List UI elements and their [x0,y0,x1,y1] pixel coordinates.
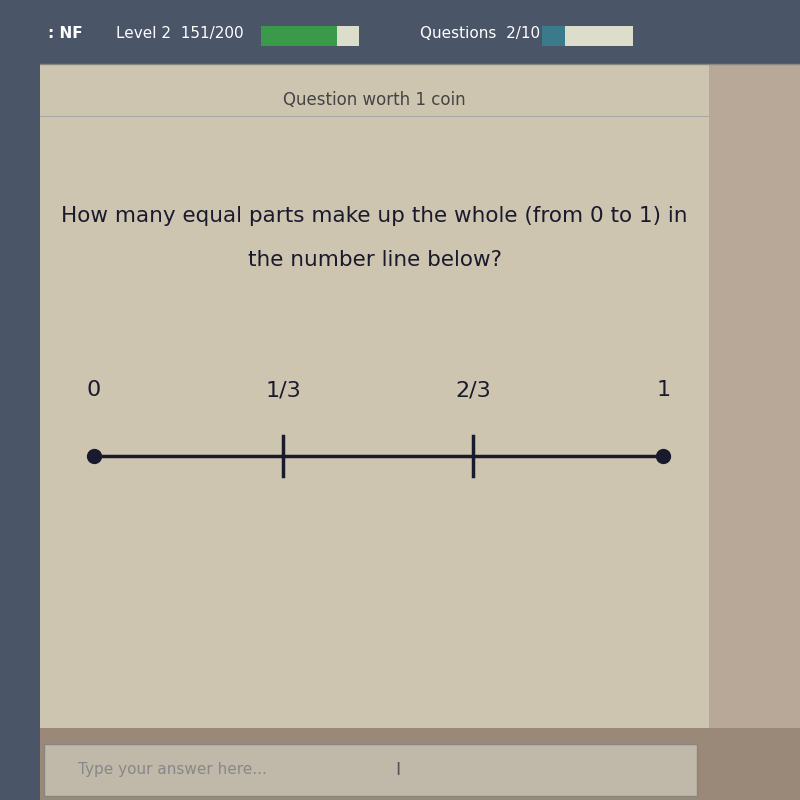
Text: Questions  2/10: Questions 2/10 [420,26,540,41]
FancyBboxPatch shape [565,26,633,46]
Text: 1/3: 1/3 [266,380,302,400]
Text: Question worth 1 coin: Question worth 1 coin [283,91,466,109]
Text: 2/3: 2/3 [455,380,491,400]
Text: Type your answer here...: Type your answer here... [78,762,267,777]
Text: Level 2  151/200: Level 2 151/200 [117,26,244,41]
Text: How many equal parts make up the whole (from 0 to 1) in: How many equal parts make up the whole (… [62,206,688,226]
Text: 0: 0 [86,380,101,400]
FancyBboxPatch shape [542,26,565,46]
FancyBboxPatch shape [41,0,800,64]
Text: I: I [395,761,400,778]
Text: : NF: : NF [48,26,82,41]
FancyBboxPatch shape [337,26,359,46]
FancyBboxPatch shape [709,64,800,736]
FancyBboxPatch shape [41,64,709,736]
FancyBboxPatch shape [41,728,800,800]
FancyBboxPatch shape [261,26,337,46]
Text: 1: 1 [656,380,670,400]
Text: the number line below?: the number line below? [248,250,502,270]
FancyBboxPatch shape [44,744,698,796]
